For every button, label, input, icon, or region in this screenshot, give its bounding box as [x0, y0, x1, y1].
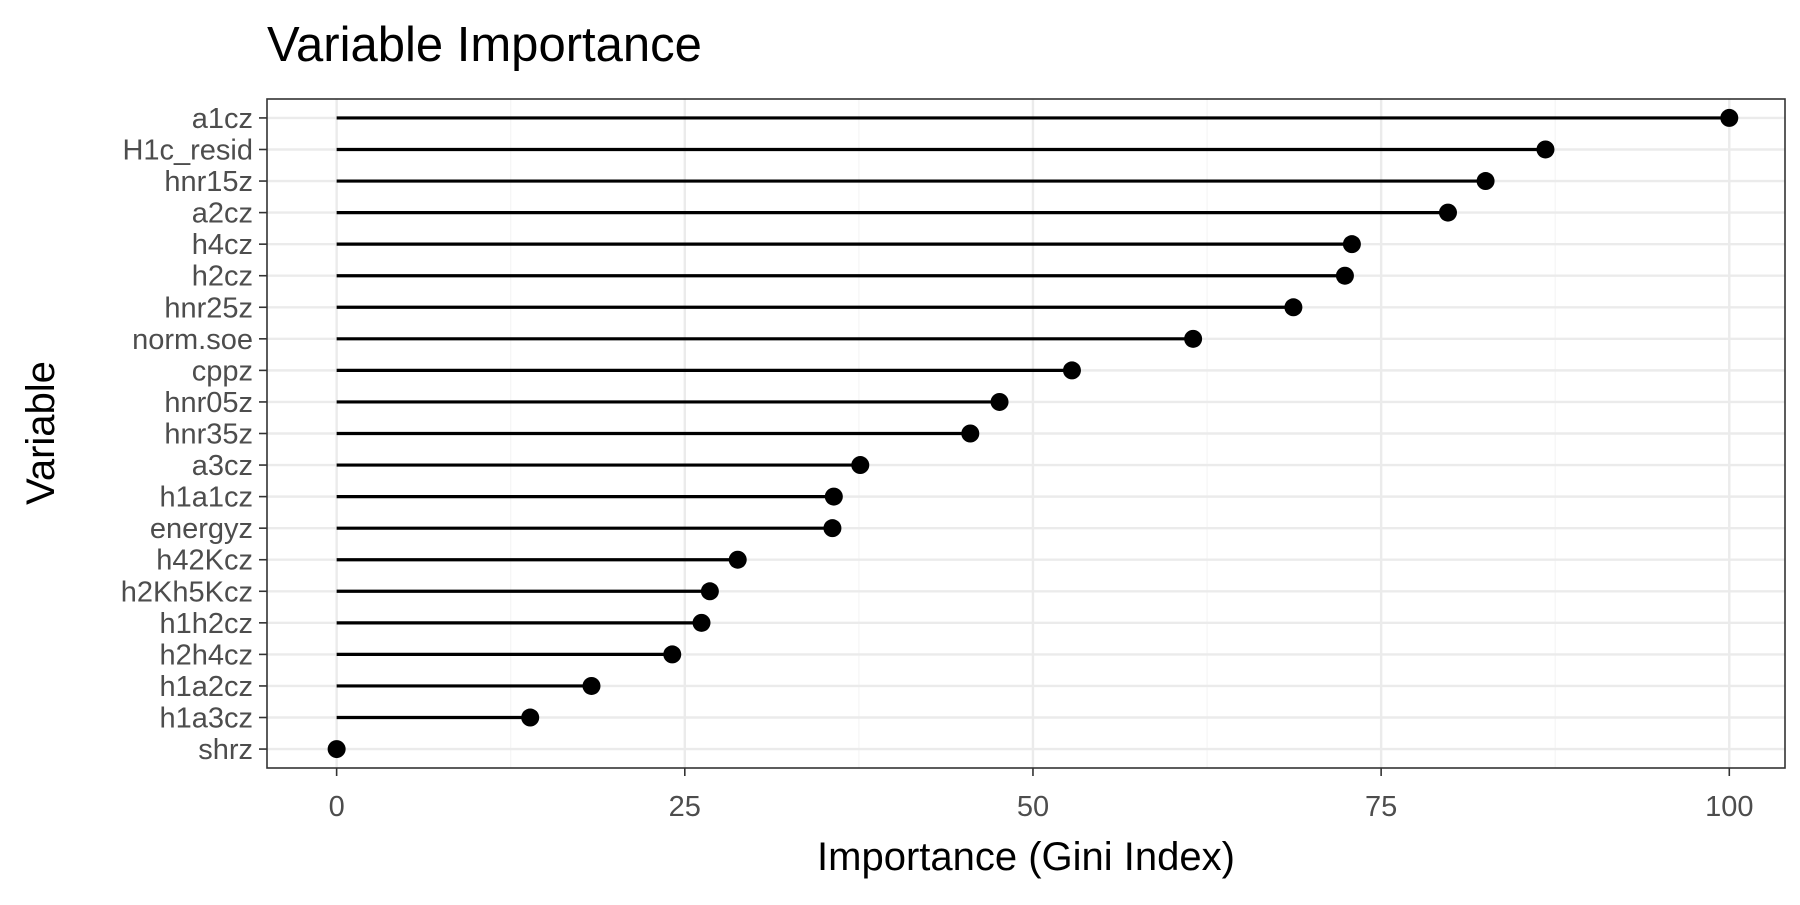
x-axis: 0 25 50 75 100	[329, 768, 1753, 823]
y-tick-label: hnr35z	[164, 419, 253, 451]
y-axis-title: Variable	[19, 361, 63, 505]
y-tick-label: h1a2cz	[159, 671, 253, 703]
y-tick-label: hnr15z	[164, 166, 253, 198]
chart-title: Variable Importance	[267, 18, 702, 72]
y-tick-label: norm.soe	[132, 324, 253, 356]
y-tick-label: a1cz	[192, 103, 253, 135]
data-point	[521, 708, 540, 727]
data-point	[1438, 203, 1457, 222]
data-point	[1062, 361, 1081, 380]
data-point	[327, 740, 346, 759]
y-tick-label: a3cz	[192, 450, 253, 482]
data-point	[1720, 108, 1739, 127]
y-tick-label: h42Kcz	[156, 545, 253, 577]
y-tick-label: hnr05z	[164, 387, 253, 419]
data-point	[700, 582, 719, 601]
data-point	[990, 392, 1009, 411]
y-tick-label: h1h2cz	[159, 608, 253, 640]
x-tick-label: 25	[669, 791, 701, 823]
data-point	[823, 519, 842, 538]
data-point	[1476, 172, 1495, 191]
y-tick-label: hnr25z	[164, 292, 253, 324]
y-tick-label: a2cz	[192, 198, 253, 230]
lollipop-stems	[336, 116, 1730, 720]
data-point	[824, 487, 843, 506]
data-point	[1536, 140, 1555, 159]
x-tick-label: 100	[1705, 791, 1753, 823]
data-point	[851, 456, 870, 475]
x-tick-label: 50	[1017, 791, 1049, 823]
y-tick-label: cppz	[192, 355, 253, 387]
data-point	[1342, 235, 1361, 254]
y-tick-label: shrz	[198, 734, 253, 766]
data-point	[1335, 266, 1354, 285]
lollipop-points	[327, 108, 1739, 759]
y-tick-label: h2cz	[192, 261, 253, 293]
x-tick-label: 75	[1365, 791, 1397, 823]
y-axis: a1czH1c_residhnr15za2czh4czh2czhnr25znor…	[121, 103, 267, 766]
data-point	[582, 676, 601, 695]
y-tick-label: h4cz	[192, 229, 253, 261]
data-point	[692, 613, 711, 632]
x-tick-label: 0	[329, 791, 345, 823]
y-tick-label: h1a3cz	[159, 703, 253, 735]
data-point	[1284, 298, 1303, 317]
y-tick-label: H1c_resid	[122, 134, 253, 166]
y-tick-label: h1a1cz	[159, 482, 253, 514]
data-point	[728, 550, 747, 569]
y-tick-label: energyz	[150, 513, 253, 545]
y-tick-label: h2h4cz	[159, 639, 253, 671]
data-point	[663, 645, 682, 664]
data-point	[961, 424, 980, 443]
y-tick-label: h2Kh5Kcz	[121, 576, 253, 608]
data-point	[1184, 329, 1203, 348]
x-axis-title: Importance (Gini Index)	[817, 835, 1235, 879]
